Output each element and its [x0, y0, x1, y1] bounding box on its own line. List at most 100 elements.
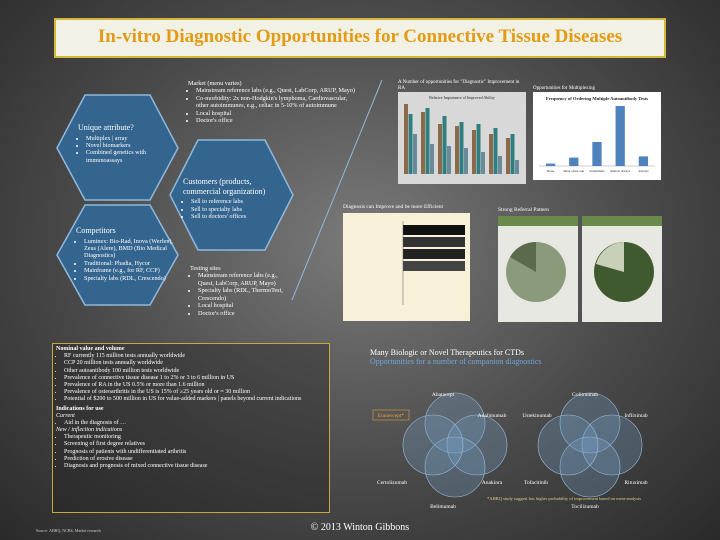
market: Market (menu varies)Mainstream reference…: [188, 80, 360, 125]
bullet: Prevalence of osteoarthritis in the US i…: [64, 389, 326, 396]
ra-chart-title: Relative Importance of Improved Ability: [429, 95, 495, 100]
bullet: Novel biomarkers: [86, 142, 170, 149]
decor-bar: [442, 116, 447, 174]
bullet-list: Luminex: Bio-Rad, Inova (Werfen), Zeus (…: [76, 238, 174, 283]
bullet: Specialty labs (RDL, ThermoTest, Crescen…: [198, 287, 290, 302]
decor-bar: [489, 134, 493, 174]
drug-label: Infliximab: [624, 412, 647, 419]
bullet: CCP 20 million tests annually worldwide: [64, 360, 326, 367]
decor-bar: [498, 156, 502, 174]
heading: Indications for use: [56, 405, 104, 412]
decor-bar: [408, 114, 413, 174]
bar: [638, 156, 649, 166]
referral-graphic: [498, 216, 662, 322]
highlight-box: [372, 409, 410, 421]
bar: [615, 106, 625, 166]
drug-label: Rituximab: [624, 480, 647, 486]
bullet: Aid in the diagnosis of …: [64, 420, 326, 427]
bullet: Diagnosis and prognosis of mixed connect…: [64, 463, 326, 470]
bullet: Multiplex | array: [86, 135, 170, 142]
x-tick-label: Sometimes: [589, 169, 605, 173]
decor-bar: [425, 108, 430, 174]
bullet-list: Sell to reference labsSell to specialty …: [183, 198, 283, 220]
bullet: Doctor's office: [198, 310, 290, 317]
bullet: Co-morbidity: 2x non-Hodgkin's lymphoma,…: [196, 95, 360, 110]
venn: Abatacept Adalimumab Anakinra Belimumab Cert…: [372, 392, 648, 510]
drug-label: Adalimumab: [478, 413, 507, 419]
drug-label: Belimumab: [430, 504, 456, 510]
bar: [545, 163, 556, 166]
source: Source: AHRQ, NCBS, Market research: [36, 528, 101, 533]
bullet-list: Multiplex | arrayNovel biomarkersCombine…: [78, 135, 170, 165]
venn-circle: [559, 436, 621, 498]
bullet: Prediction of erosive disease: [64, 456, 326, 463]
bar: [569, 157, 579, 166]
decor-bar: [430, 144, 434, 174]
venn-circle: [559, 392, 621, 454]
drug-label: Etanercept*: [378, 413, 405, 419]
bullet: Potential of $200 to 500 million in US f…: [64, 396, 326, 403]
decor-bar: [510, 134, 515, 174]
summary-box: Nominal value and volumeRF currently 115…: [52, 343, 330, 513]
decor-bar: [421, 112, 425, 174]
drug-label: Tofacitinib: [524, 479, 548, 486]
chart-title: Frequency of Ordering Multiple Autoantib…: [546, 96, 648, 101]
drug-label: Golimumab: [572, 392, 599, 398]
decor-bar: [493, 128, 498, 174]
decor-bar: [481, 152, 485, 174]
bullet: Combined genetics with immunoassays: [86, 149, 170, 164]
caption: Opportunities for Multiplexing: [533, 86, 595, 91]
bullet: Screening of first degree relatives: [64, 441, 326, 448]
bullet: Mainstream reference labs (e.g., Quest, …: [198, 272, 290, 287]
venn-circle: [537, 414, 599, 476]
caption: Diagnosis can Improve and be more Effici…: [343, 204, 444, 210]
bullet: Local hospital: [196, 110, 360, 117]
bullet: Specialty labs (RDL, Crescendo): [84, 275, 174, 282]
heading: Testing sites: [190, 265, 221, 272]
bullet-list: Mainstream reference labs (e.g., Quest, …: [188, 87, 360, 124]
decor-bar: [506, 138, 510, 174]
venn-circle: [402, 414, 464, 476]
copyright: © 2013 Winton Gibbons: [310, 522, 410, 533]
caption: Strong Referral Pattern: [498, 207, 550, 213]
ra-chart-graphic: Relative Importance of Improved Ability: [398, 92, 526, 184]
hexagon: [169, 139, 294, 251]
drug-label: Tocilizumab: [571, 504, 599, 510]
bar-chart: Frequency of Ordering Multiple Autoantib…: [533, 92, 661, 180]
decor-bar: [455, 126, 459, 174]
decor-bar: [459, 122, 464, 174]
heading: Nominal value and volume: [56, 346, 125, 352]
venn-circle: [424, 392, 486, 454]
bullet-list: RF currently 115 million tests annually …: [56, 353, 326, 403]
title-box: [54, 18, 666, 58]
x-tick-label: Always: [638, 169, 649, 173]
footnote: *AHRQ study suggest has higher probabili…: [487, 496, 641, 501]
drug-label: Abatacept: [432, 392, 455, 398]
hexagon: [56, 204, 179, 306]
ra-bars: [404, 104, 519, 174]
therapeutics-subtitle: Opportunities for a number of companion …: [370, 357, 542, 366]
bullet: Local hospital: [198, 302, 290, 309]
bullet: Sell to doctors' offices: [191, 213, 283, 220]
caption: A Number of opportunities for "Diagnosti…: [398, 80, 520, 91]
x-tick-label: None: [547, 169, 555, 173]
hexagon: [56, 94, 179, 201]
decor-bar: [404, 104, 408, 174]
heading: Market (menu varies): [188, 80, 242, 87]
multiplex-chart: Opportunities for Multiplexing Frequency…: [533, 86, 661, 182]
testing: Testing sitesMainstream reference labs (…: [190, 265, 290, 317]
bullet-list: Aid in the diagnosis of …: [56, 420, 326, 427]
hex-text: Competitors Luminex: Bio-Rad, Inova (Werf…: [76, 226, 174, 282]
hex-text: Customers (products, commercial organiza…: [183, 177, 283, 221]
bullet: Sell to specialty labs: [191, 206, 283, 213]
bullet: Mainstream reference labs (e.g., Quest, …: [196, 87, 360, 94]
bullet: RF currently 115 million tests annually …: [64, 353, 326, 360]
ra-chart: A Number of opportunities for "Diagnosti…: [398, 80, 526, 186]
title: In-vitro Diagnostic Opportunities for Co…: [97, 26, 623, 47]
bullet: Prevalence of RA in the US 0.5% or more …: [64, 382, 326, 389]
diagnosis-graphic: [343, 213, 470, 321]
bullet-list: Mainstream reference labs (e.g., Quest, …: [190, 272, 290, 317]
venn-circle: [424, 436, 486, 498]
bullet-list: Therapeutic monitoringScreening of first…: [56, 434, 326, 470]
decor-bar: [447, 146, 451, 174]
